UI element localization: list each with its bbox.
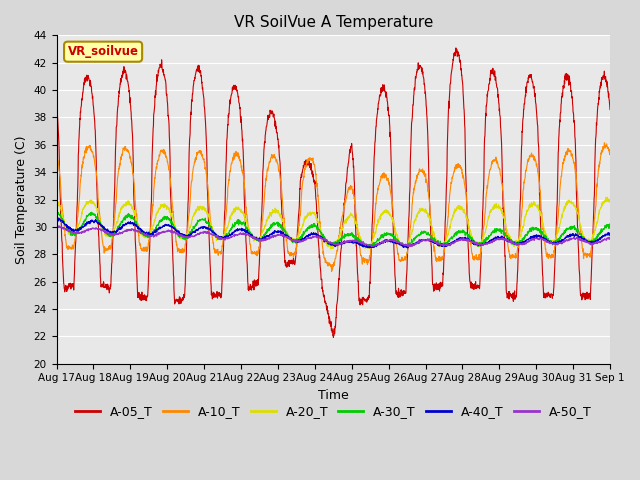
A-05_T (557, 95, 565, 100)
A-50_T (573, 236, 580, 241)
A-05_T (573, 206, 580, 212)
A-10_T (557, 173, 565, 179)
A-20_T (494, 205, 502, 211)
A-05_T (52, 105, 60, 111)
A-10_T (328, 269, 335, 275)
Text: VR_soilvue: VR_soilvue (68, 45, 139, 58)
A-50_T (405, 244, 413, 250)
A-20_T (604, 194, 611, 200)
A-40_T (404, 245, 412, 251)
A-50_T (362, 241, 369, 247)
A-10_T (601, 140, 609, 145)
A-05_T (207, 280, 214, 286)
A-30_T (573, 227, 580, 233)
A-20_T (349, 215, 357, 220)
A-05_T (495, 97, 502, 103)
A-50_T (54, 223, 62, 228)
A-10_T (573, 180, 580, 186)
A-05_T (349, 165, 357, 170)
A-10_T (362, 257, 369, 263)
Title: VR SoilVue A Temperature: VR SoilVue A Temperature (234, 15, 433, 30)
A-20_T (557, 216, 565, 221)
Legend: A-05_T, A-10_T, A-20_T, A-30_T, A-40_T, A-50_T: A-05_T, A-10_T, A-20_T, A-30_T, A-40_T, … (70, 400, 596, 423)
A-30_T (365, 245, 373, 251)
Line: A-50_T: A-50_T (56, 226, 610, 247)
A-50_T (349, 238, 357, 244)
A-05_T (330, 335, 337, 340)
Y-axis label: Soil Temperature (C): Soil Temperature (C) (15, 135, 28, 264)
A-50_T (606, 236, 614, 242)
A-50_T (207, 231, 215, 237)
Line: A-30_T: A-30_T (56, 212, 610, 248)
A-10_T (349, 191, 357, 196)
X-axis label: Time: Time (318, 389, 349, 402)
A-30_T (207, 225, 215, 231)
A-20_T (573, 208, 580, 214)
A-20_T (327, 246, 335, 252)
A-50_T (495, 236, 502, 242)
A-20_T (52, 197, 60, 203)
A-10_T (606, 149, 614, 155)
Line: A-10_T: A-10_T (56, 143, 610, 272)
A-50_T (557, 241, 565, 247)
A-20_T (606, 199, 614, 205)
A-30_T (52, 210, 60, 216)
Line: A-20_T: A-20_T (56, 197, 610, 249)
A-40_T (53, 215, 61, 220)
Line: A-05_T: A-05_T (56, 48, 610, 337)
A-40_T (349, 240, 357, 246)
A-10_T (494, 164, 502, 170)
A-40_T (495, 234, 502, 240)
A-10_T (52, 151, 60, 157)
A-30_T (362, 242, 369, 248)
A-40_T (52, 216, 60, 221)
A-05_T (606, 107, 614, 112)
A-40_T (606, 230, 614, 236)
A-50_T (52, 225, 60, 230)
A-40_T (207, 228, 215, 234)
A-05_T (362, 297, 369, 303)
A-40_T (557, 237, 565, 242)
A-30_T (349, 235, 357, 240)
A-30_T (557, 233, 565, 239)
Line: A-40_T: A-40_T (56, 217, 610, 248)
A-40_T (362, 244, 369, 250)
A-30_T (606, 221, 614, 227)
A-20_T (207, 221, 214, 227)
A-30_T (53, 209, 61, 215)
A-20_T (362, 243, 369, 249)
A-10_T (207, 220, 214, 226)
A-30_T (495, 228, 502, 234)
A-05_T (452, 45, 460, 51)
A-40_T (573, 233, 580, 239)
